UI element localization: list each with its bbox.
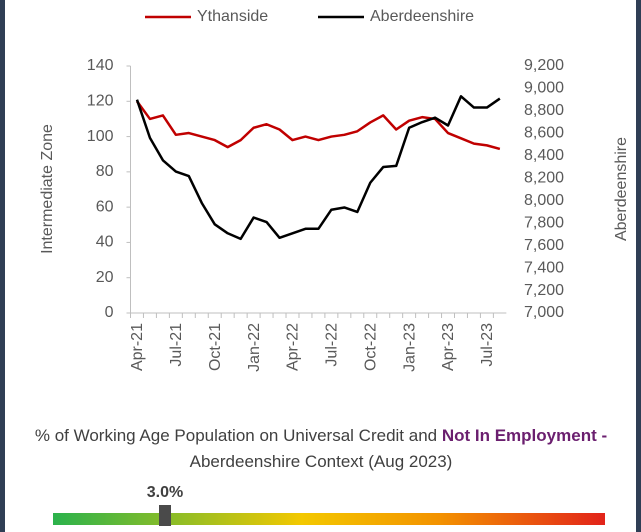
chart: Intermediate Zone Aberdeenshire 0 20 40 60 8… <box>39 8 630 372</box>
y-tick-label: 60 <box>96 198 114 215</box>
gauge-text: % of Working Age Population on Universal… <box>34 426 438 445</box>
x-tick-label: Apr-23 <box>440 323 457 371</box>
gauge-marker <box>159 505 171 526</box>
y-tick-label: 80 <box>96 163 114 180</box>
series-line <box>135 100 501 151</box>
x-tick-label: Jul-22 <box>324 323 341 367</box>
legend-label: Ythanside <box>197 8 268 25</box>
gauge-bar <box>53 513 605 525</box>
y-tick-label: 0 <box>105 304 114 321</box>
y2-tick-label: 8,400 <box>524 147 564 164</box>
x-tick-label: Oct-21 <box>207 323 224 371</box>
gauge-title: % of Working Age Population on Universal… <box>25 423 617 475</box>
x-tick-label: Apr-21 <box>129 323 146 371</box>
y2-tick-label: 9,000 <box>524 80 564 97</box>
x-tick-label: Jul-23 <box>479 323 496 367</box>
y-tick-label: 120 <box>87 93 114 110</box>
y2-tick-label: 7,600 <box>524 237 564 254</box>
edge <box>636 0 641 532</box>
edge <box>0 0 5 532</box>
y2-tick-label: 9,200 <box>524 57 564 74</box>
y2-tick-label: 8,000 <box>524 192 564 209</box>
y2-tick-label: 7,000 <box>524 304 564 321</box>
y-tick-label: 40 <box>96 234 114 251</box>
y-axis-title: Intermediate Zone <box>39 124 56 254</box>
y-tick-label: 20 <box>96 269 114 286</box>
y2-tick-label: 7,800 <box>524 214 564 231</box>
y2-tick-label: 7,200 <box>524 282 564 299</box>
x-tick-label: Oct-22 <box>362 323 379 371</box>
series-line <box>135 95 501 241</box>
y2-tick-label: 8,800 <box>524 102 564 119</box>
gauge <box>53 505 605 526</box>
x-tick-label: Jul-21 <box>168 323 185 367</box>
y-tick-label: 100 <box>87 128 114 145</box>
x-tick-label: Jan-22 <box>246 323 263 372</box>
gauge-text: Aberdeenshire Context (Aug 2023) <box>189 452 453 471</box>
y2-tick-label: 8,600 <box>524 125 564 142</box>
y-tick-label: 140 <box>87 57 114 74</box>
gauge-text-emphasis: Not In Employment - <box>441 426 608 445</box>
y2-tick-label: 7,400 <box>524 259 564 276</box>
gauge-value-label: 3.0% <box>146 484 184 501</box>
x-tick-label: Apr-22 <box>285 323 302 371</box>
y2-tick-label: 8,200 <box>524 169 564 186</box>
y2-axis-title: Aberdeenshire <box>613 137 630 241</box>
legend-label: Aberdeenshire <box>370 8 474 25</box>
x-tick-label: Jan-23 <box>401 323 418 372</box>
